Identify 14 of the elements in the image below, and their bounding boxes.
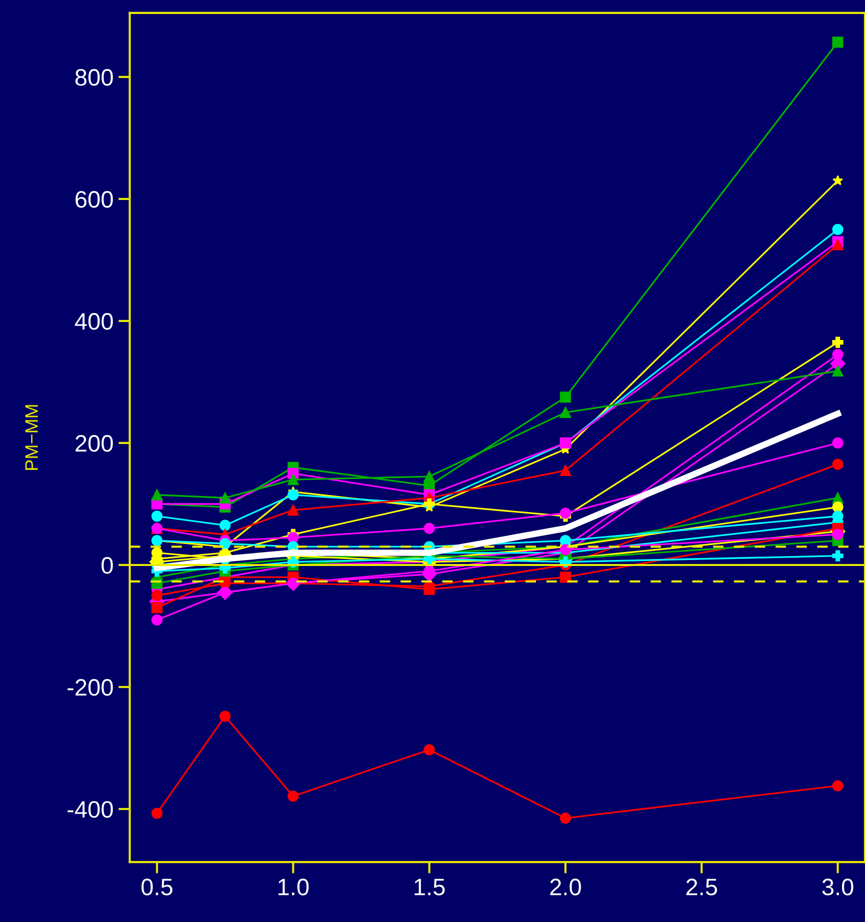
x-tick-label: 1.0: [278, 878, 309, 896]
y-tick-label: 200: [76, 435, 113, 452]
x-tick-label: 0.5: [141, 878, 172, 896]
y-tick-label: 400: [74, 313, 113, 330]
y-tick-label: 600: [76, 191, 113, 208]
x-tick-label: 3.0: [822, 878, 854, 896]
y-tick-label: -200: [68, 679, 113, 696]
x-tick-label: 2.5: [686, 878, 718, 896]
y-tick-label: 0: [102, 557, 113, 574]
x-tick-label: 2.0: [550, 878, 581, 896]
x-tick-label: 1.5: [414, 878, 445, 896]
y-tick-label: -400: [68, 801, 113, 818]
y-axis-title: PM−MM: [25, 405, 38, 470]
y-tick-label: 800: [75, 69, 113, 86]
